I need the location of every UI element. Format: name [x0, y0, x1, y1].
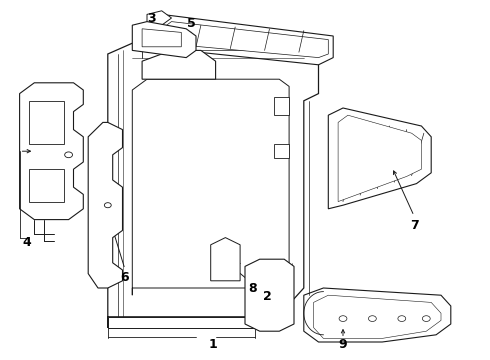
Text: 3: 3: [147, 12, 156, 24]
Text: 9: 9: [339, 338, 347, 351]
Polygon shape: [29, 101, 64, 144]
Text: 8: 8: [248, 282, 257, 295]
Polygon shape: [147, 11, 172, 32]
Circle shape: [104, 203, 111, 208]
Polygon shape: [132, 22, 196, 58]
Polygon shape: [338, 115, 421, 202]
Polygon shape: [274, 97, 289, 115]
Circle shape: [339, 316, 347, 321]
Polygon shape: [147, 14, 333, 65]
Polygon shape: [162, 22, 328, 58]
Polygon shape: [108, 317, 255, 328]
Polygon shape: [274, 144, 289, 158]
Text: 5: 5: [187, 17, 196, 30]
Text: 6: 6: [121, 271, 129, 284]
Polygon shape: [108, 43, 318, 328]
Polygon shape: [88, 122, 122, 288]
Text: 2: 2: [263, 291, 271, 303]
Polygon shape: [211, 238, 240, 281]
Polygon shape: [29, 169, 64, 202]
Text: 7: 7: [410, 219, 418, 231]
Circle shape: [398, 316, 406, 321]
Text: 4: 4: [23, 237, 31, 249]
Polygon shape: [132, 79, 289, 295]
Polygon shape: [245, 259, 294, 331]
Polygon shape: [314, 295, 441, 338]
Polygon shape: [20, 83, 83, 220]
Polygon shape: [142, 29, 181, 47]
Circle shape: [422, 316, 430, 321]
Polygon shape: [328, 108, 431, 209]
Circle shape: [65, 152, 73, 158]
Polygon shape: [304, 288, 451, 342]
Text: 1: 1: [209, 338, 218, 351]
Polygon shape: [142, 50, 216, 79]
Circle shape: [368, 316, 376, 321]
